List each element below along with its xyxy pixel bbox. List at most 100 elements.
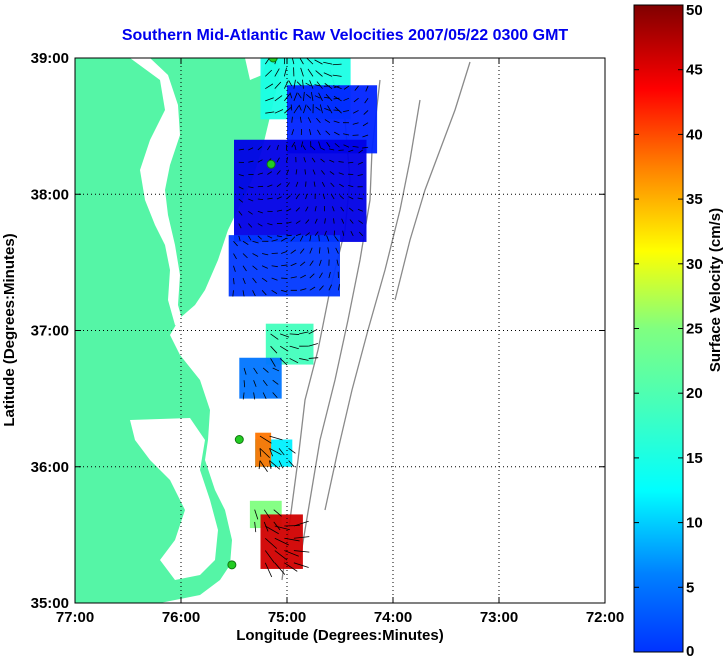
velocity-vector — [258, 460, 261, 470]
colorbar-tick-label: 15 — [686, 450, 703, 467]
velocity-vector — [364, 97, 369, 104]
colorbar-tick-label: 45 — [686, 62, 703, 79]
velocity-vectors — [232, 58, 369, 578]
velocity-vector — [332, 63, 342, 66]
velocity-vector — [332, 206, 335, 212]
velocity-vector — [238, 223, 242, 229]
velocity-vector — [262, 392, 267, 399]
velocity-vector — [280, 237, 287, 242]
velocity-vector — [319, 147, 325, 151]
velocity-vector — [352, 122, 359, 125]
velocity-vector — [267, 197, 273, 200]
velocity-vector — [265, 111, 275, 114]
velocity-vector — [318, 141, 321, 148]
radar-station-marker — [227, 560, 237, 570]
velocity-vector — [350, 230, 354, 236]
colorbar-tick-label: 25 — [686, 321, 703, 338]
velocity-vector — [276, 235, 283, 238]
velocity-vector — [267, 171, 273, 175]
velocity-vector — [302, 79, 304, 89]
velocity-vector — [329, 171, 335, 175]
velocity-vector — [257, 210, 263, 214]
velocity-vector — [327, 105, 333, 114]
velocity-vector — [233, 253, 237, 260]
velocity-vector — [248, 210, 253, 215]
velocity-vector — [289, 92, 293, 99]
velocity-vector — [358, 220, 364, 224]
velocity-vector — [293, 92, 298, 102]
velocity-vector — [323, 96, 330, 99]
velocity-vector — [314, 84, 321, 87]
velocity-vector — [252, 253, 259, 257]
velocity-vector — [273, 521, 281, 531]
velocity-vector — [309, 286, 316, 291]
velocity-vector — [299, 235, 304, 242]
velocity-vector — [242, 240, 249, 245]
velocity-vector — [321, 181, 325, 187]
velocity-vector — [315, 70, 323, 77]
chesapeake-bay — [130, 58, 185, 330]
velocity-vector — [243, 367, 247, 375]
velocity-vector — [357, 208, 363, 212]
velocity-vector — [291, 129, 295, 136]
velocity-vector — [334, 143, 340, 148]
velocity-vector — [271, 265, 278, 268]
velocity-vector — [252, 265, 258, 271]
velocity-vector — [363, 110, 369, 115]
velocity-vector — [365, 85, 369, 92]
velocity-vector — [259, 435, 272, 444]
grid-lines — [75, 58, 605, 603]
colorbar-ticks: 0 5 10 15 20 25 30 35 40 45 50 — [634, 2, 703, 659]
velocity-vector — [284, 562, 298, 572]
x-tick-label: 72:00 — [586, 609, 624, 626]
velocity-vector — [303, 104, 307, 114]
velocity-vector — [309, 260, 314, 267]
velocity-vector — [284, 93, 291, 102]
velocity-vector — [270, 333, 279, 340]
velocity-vector — [284, 107, 292, 114]
velocity-vector — [248, 160, 254, 163]
velocity-vector — [309, 273, 315, 279]
velocity-vector — [242, 392, 245, 400]
velocity-vector — [289, 345, 299, 350]
y-tick-label: 36:00 — [31, 459, 69, 476]
velocity-vector — [248, 198, 254, 202]
velocity-vector — [281, 289, 288, 293]
velocity-vector — [257, 223, 263, 227]
bathymetry-contour — [299, 79, 381, 561]
pamlico-sound — [130, 418, 218, 580]
velocity-vector — [278, 460, 284, 469]
velocity-vector — [324, 230, 327, 236]
velocity-vector — [314, 206, 317, 212]
velocity-vector — [309, 247, 313, 254]
velocity-vector — [305, 219, 310, 224]
velocity-vector — [284, 525, 300, 527]
velocity-vector — [357, 197, 363, 200]
velocity-vector — [252, 277, 257, 284]
velocity-patch — [255, 432, 272, 467]
velocity-vector — [290, 249, 297, 254]
velocity-vector — [348, 149, 354, 153]
velocity-vector — [242, 277, 246, 284]
velocity-vector — [291, 116, 293, 123]
velocity-vector — [267, 235, 273, 239]
colorbar-title: Surface Velocity (cm/s) — [707, 208, 724, 372]
velocity-vector — [270, 345, 278, 354]
velocity-vector — [274, 525, 290, 531]
x-tick-label: 77:00 — [56, 609, 94, 626]
velocity-vector — [257, 159, 263, 163]
colorbar-tick-label: 0 — [686, 643, 694, 659]
velocity-vector — [300, 274, 306, 279]
velocity-vector — [264, 562, 273, 578]
velocity-vector — [289, 358, 299, 364]
velocity-vector — [290, 262, 297, 267]
velocity-vector — [325, 93, 333, 102]
velocity-vector — [261, 290, 267, 296]
x-axis-title: Longitude (Degrees:Minutes) — [236, 627, 444, 644]
colorbar-tick-label: 35 — [686, 191, 703, 208]
x-tick-label: 74:00 — [374, 609, 412, 626]
velocity-vector — [307, 117, 312, 123]
velocity-vector — [283, 67, 287, 77]
velocity-vector — [328, 148, 335, 151]
velocity-vector — [328, 271, 331, 279]
